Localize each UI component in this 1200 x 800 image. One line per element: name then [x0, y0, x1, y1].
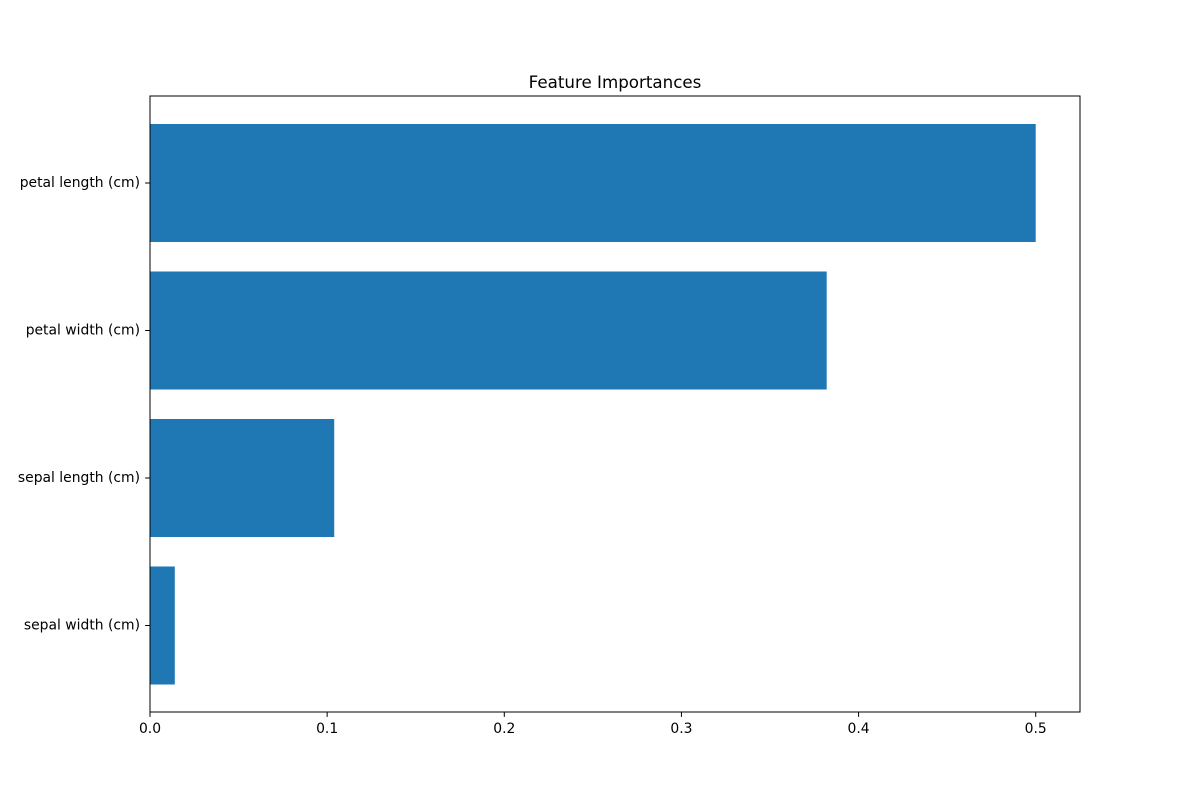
bar-3 [150, 124, 1036, 242]
y-tick-label: petal width (cm) [26, 323, 140, 339]
x-tick-label: 0.3 [670, 721, 692, 737]
y-tick-label: petal length (cm) [20, 175, 140, 191]
chart-title: Feature Importances [529, 72, 702, 92]
bar-0 [150, 566, 175, 685]
y-axis-ticks: sepal width (cm) sepal length (cm) petal w… [18, 175, 150, 634]
bar-series [150, 124, 1036, 685]
x-tick-label: 0.2 [493, 721, 515, 737]
y-tick-label: sepal width (cm) [24, 618, 140, 634]
x-tick-label: 0.5 [1025, 721, 1047, 737]
bar-1 [150, 419, 335, 537]
bar-2 [150, 271, 827, 390]
x-axis-ticks: 0.0 0.1 0.2 0.3 0.4 0.5 [139, 712, 1047, 737]
x-tick-label: 0.4 [848, 721, 870, 737]
x-tick-label: 0.0 [139, 721, 161, 737]
plot-area-frame [149, 95, 1081, 713]
x-tick-label: 0.1 [316, 721, 338, 737]
y-tick-label: sepal length (cm) [18, 470, 140, 486]
